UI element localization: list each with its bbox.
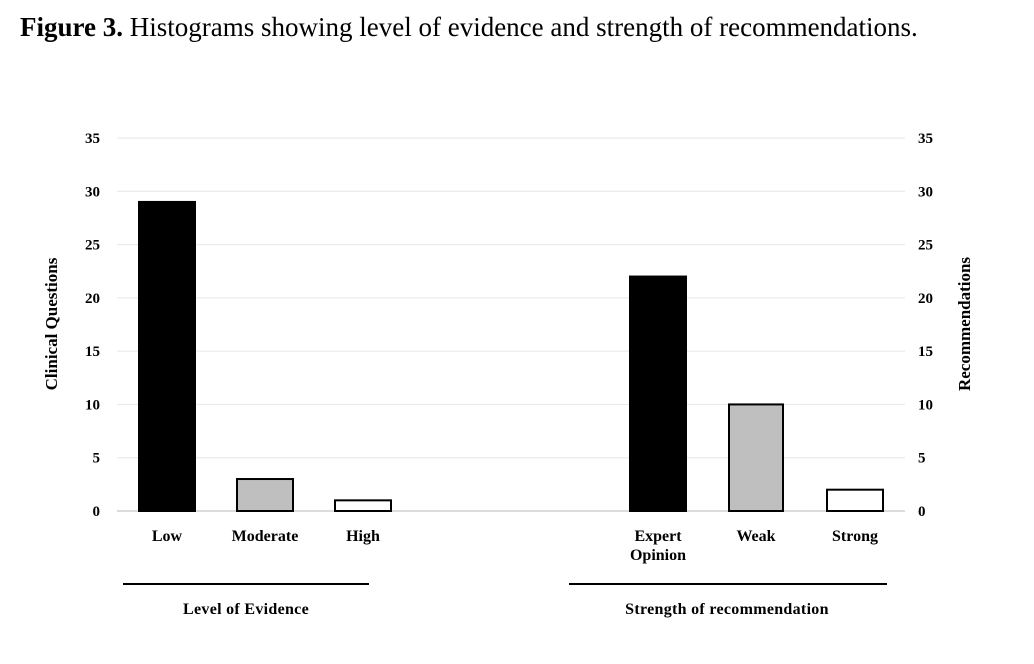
category-label-line: Opinion xyxy=(630,547,686,564)
left-y-tick-label: 15 xyxy=(85,344,100,360)
left-y-tick-label: 30 xyxy=(85,184,100,200)
right-y-tick-label: 25 xyxy=(918,238,933,254)
gridlines xyxy=(117,137,905,512)
left-y-axis-ticks: 0 5 10 15 20 25 30 35 xyxy=(85,131,100,520)
category-label-line: Weak xyxy=(736,528,775,545)
right-y-tick-label: 5 xyxy=(918,451,926,467)
category-label: Low xyxy=(152,528,183,545)
category-label-line: Expert xyxy=(634,528,682,545)
bar xyxy=(826,488,884,512)
left-y-tick-label: 20 xyxy=(85,291,100,307)
category-label: High xyxy=(346,528,380,545)
category-label-line: Low xyxy=(152,528,183,545)
left-y-axis-title: Clinical Questions xyxy=(42,257,61,390)
right-y-tick-label: 35 xyxy=(918,131,933,147)
category-labels: Low Moderate High Expert Opinion Weak Strong xyxy=(152,528,878,564)
figure-label: Figure 3. xyxy=(20,12,123,42)
bars xyxy=(138,200,884,513)
right-y-tick-label: 15 xyxy=(918,344,933,360)
right-y-axis-title: Recommendations xyxy=(955,257,974,391)
left-y-tick-label: 0 xyxy=(93,504,101,520)
right-y-tick-label: 20 xyxy=(918,291,933,307)
category-label-line: Moderate xyxy=(232,528,299,545)
category-label: Strong xyxy=(832,528,878,545)
bar xyxy=(728,403,784,512)
bar xyxy=(629,275,687,512)
category-label-line: High xyxy=(346,528,380,545)
right-y-tick-label: 10 xyxy=(918,397,933,413)
group-title: Level of Evidence xyxy=(183,601,309,618)
category-label-line: Strong xyxy=(832,528,878,545)
bar xyxy=(334,499,392,513)
category-label: Expert Opinion xyxy=(630,528,686,564)
right-y-tick-label: 30 xyxy=(918,184,933,200)
left-y-tick-label: 10 xyxy=(85,397,100,413)
right-y-tick-label: 0 xyxy=(918,504,926,520)
category-label: Weak xyxy=(736,528,775,545)
group-title: Strength of recommendation xyxy=(625,601,829,618)
figure-caption-text: Histograms showing level of evidence and… xyxy=(123,12,918,42)
right-y-axis-ticks: 0 5 10 15 20 25 30 35 xyxy=(918,131,933,520)
category-label: Moderate xyxy=(232,528,299,545)
left-y-tick-label: 5 xyxy=(93,451,101,467)
left-y-tick-label: 35 xyxy=(85,131,100,147)
bar xyxy=(138,200,196,512)
left-y-tick-label: 25 xyxy=(85,238,100,254)
group-titles: Level of Evidence Strength of recommendat… xyxy=(123,583,887,618)
bar xyxy=(236,478,294,512)
figure-caption: Figure 3. Histograms showing level of ev… xyxy=(20,12,918,43)
